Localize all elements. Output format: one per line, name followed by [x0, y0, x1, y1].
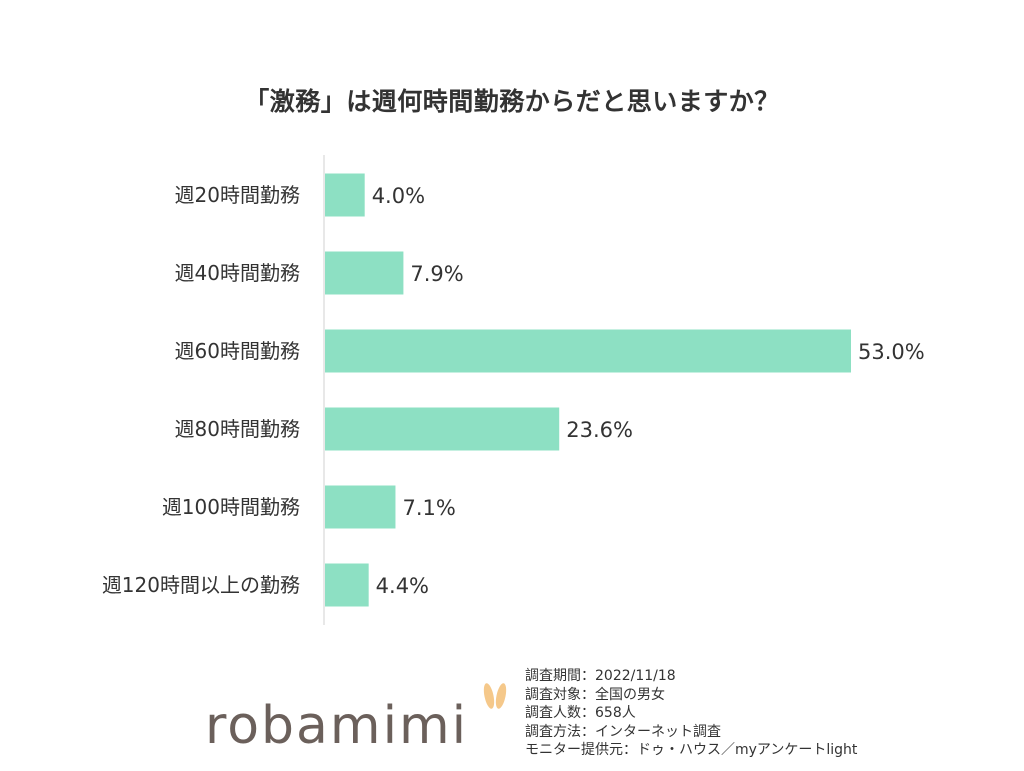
value-label-5: 7.1%	[402, 496, 455, 520]
note-count: 調査人数：658人	[525, 705, 636, 721]
note-method: 調査方法：インターネット調査	[525, 723, 721, 740]
value-label-2: 7.9%	[410, 262, 463, 286]
note-provider: モニター提供元：ドゥ・ハウス／myアンケートlight	[525, 742, 858, 758]
bar-2	[325, 251, 404, 295]
logo-text: robamimi	[205, 696, 469, 756]
survey-notes: 調査期間：2022/11/18 調査対象：全国の男女 調査人数：658人 調査方…	[525, 667, 857, 760]
category-label-5: 週100時間勤務	[162, 495, 300, 519]
value-label-4: 23.6%	[566, 418, 633, 442]
bar-1	[325, 173, 365, 217]
category-label-1: 週20時間勤務	[175, 183, 300, 207]
value-label-3: 53.0%	[858, 340, 925, 364]
bar-chart: 週20時間勤務 4.0% 週40時間勤務 7.9% 週60時間勤務 53.0% 週80時間勤…	[102, 155, 925, 625]
note-target: 調査対象：全国の男女	[525, 686, 665, 703]
bar-6	[325, 563, 369, 607]
bar-4	[325, 407, 560, 451]
category-label-6: 週120時間以上の勤務	[102, 573, 300, 597]
value-label-1: 4.0%	[372, 184, 425, 208]
chart-title: 「激務」は週何時間勤務からだと思いますか？	[244, 87, 780, 116]
bar-5	[325, 485, 396, 529]
category-label-3: 週60時間勤務	[175, 339, 300, 363]
robamimi-logo: robamimi	[205, 683, 525, 760]
category-label-4: 週80時間勤務	[175, 417, 300, 441]
note-period: 調査期間：2022/11/18	[525, 668, 676, 684]
bars-group: 週20時間勤務 4.0% 週40時間勤務 7.9% 週60時間勤務 53.0% 週80時間勤…	[102, 173, 925, 607]
value-label-6: 4.4%	[376, 574, 429, 598]
bar-3	[325, 329, 851, 373]
category-label-2: 週40時間勤務	[175, 261, 300, 285]
rabbit-ears-icon	[483, 683, 507, 709]
